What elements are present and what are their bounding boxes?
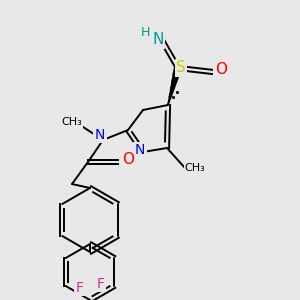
Text: S: S	[176, 61, 186, 76]
Text: O: O	[122, 152, 134, 166]
Text: N: N	[152, 32, 164, 47]
Text: CH₃: CH₃	[61, 117, 82, 127]
Text: CH₃: CH₃	[184, 163, 206, 173]
Text: N: N	[135, 143, 145, 157]
Text: H: H	[140, 26, 150, 38]
Text: F: F	[76, 281, 84, 295]
Text: O: O	[215, 62, 227, 77]
Polygon shape	[168, 67, 182, 105]
Text: N: N	[95, 128, 105, 142]
Text: F: F	[96, 277, 104, 291]
